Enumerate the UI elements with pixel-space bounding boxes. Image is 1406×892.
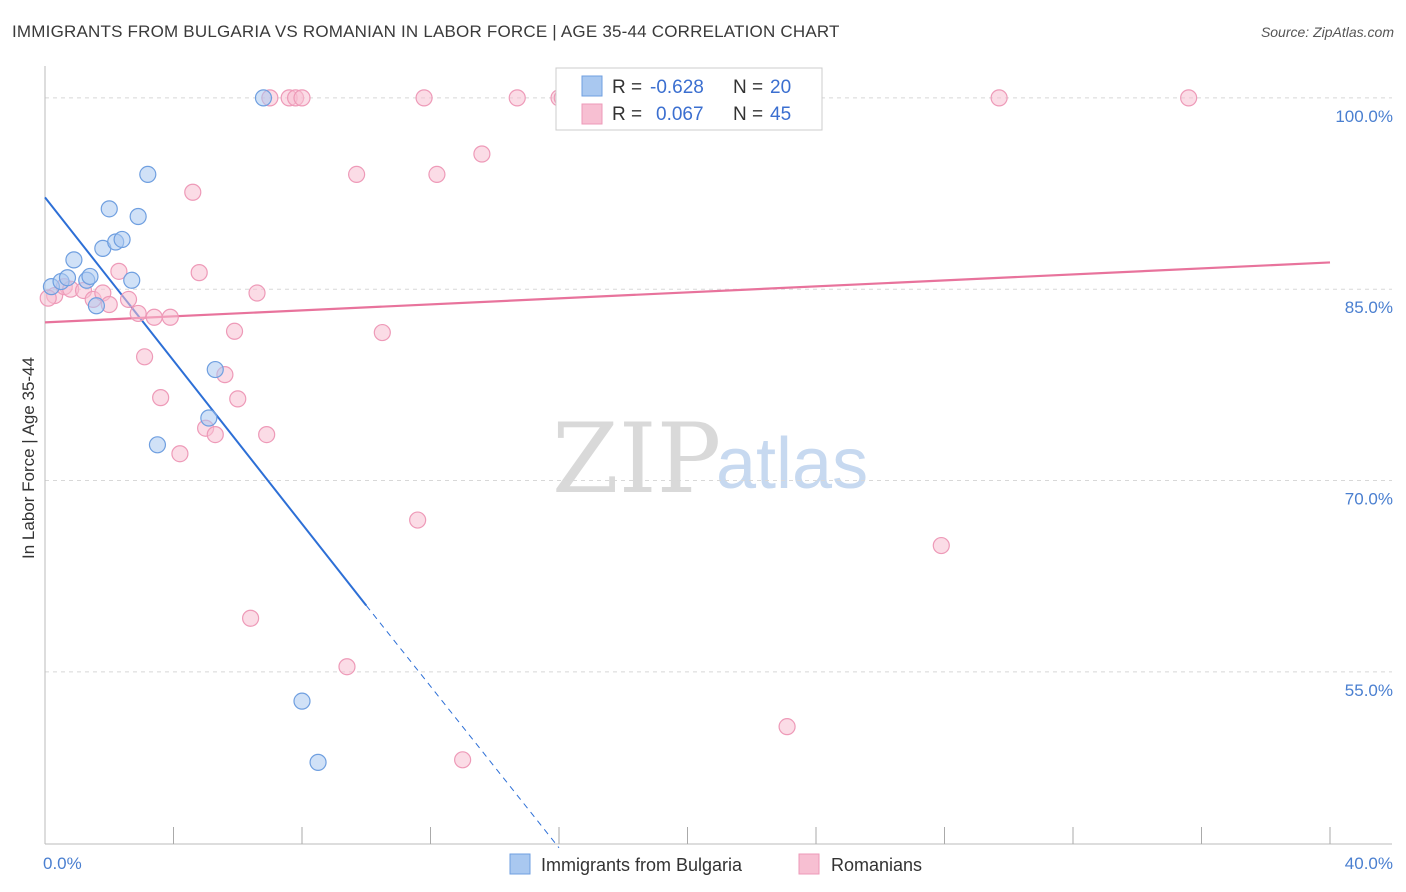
bottom-legend-swatch-bulgaria [509, 853, 531, 875]
point-romanians [373, 323, 391, 342]
point-romanians [129, 304, 147, 323]
y-tick-label: 70.0% [1345, 490, 1393, 509]
point-romanians [293, 89, 311, 107]
point-romanians [348, 165, 366, 184]
point-romanians [229, 390, 247, 408]
point-bulgaria [309, 753, 327, 771]
point-romanians [778, 718, 796, 736]
point-bulgaria [58, 269, 77, 287]
legend-r-value-2: 0.067 [656, 104, 704, 125]
chart-title: IMMIGRANTS FROM BULGARIA VS ROMANIAN IN … [12, 22, 840, 41]
point-bulgaria [200, 409, 218, 427]
point-romanians [248, 284, 266, 302]
point-romanians [409, 511, 427, 529]
bottom-legend-swatch-romanians [798, 853, 820, 875]
legend-n-value-2: 45 [770, 104, 791, 125]
y-tick-label: 55.0% [1345, 681, 1393, 700]
bottom-legend-label-romanians: Romanians [831, 855, 922, 875]
point-romanians [184, 183, 202, 201]
point-bulgaria [139, 165, 157, 184]
point-romanians [135, 348, 154, 366]
point-romanians [1180, 89, 1198, 107]
point-bulgaria [87, 297, 106, 315]
point-bulgaria [65, 251, 83, 269]
trend-layer [44, 196, 1331, 849]
y-axis-label: In Labor Force | Age 35-44 [19, 357, 38, 559]
point-romanians [990, 89, 1008, 107]
labels-layer: 100.0% 85.0% 70.0% 55.0% 0.0% 40.0% [43, 107, 1393, 873]
point-bulgaria [254, 89, 273, 107]
point-bulgaria [129, 207, 147, 226]
point-romanians [932, 536, 950, 555]
point-romanians [225, 322, 244, 340]
point-romanians [152, 389, 170, 407]
point-romanians [338, 658, 356, 676]
bottom-legend-label-bulgaria: Immigrants from Bulgaria [541, 855, 743, 875]
watermark-atlas: atlas [716, 424, 868, 504]
series-legend: Immigrants from Bulgaria Romanians [509, 853, 922, 875]
trendline-romanians [44, 261, 1331, 324]
point-romanians [454, 751, 472, 769]
point-romanians [171, 445, 189, 463]
point-bulgaria [148, 436, 167, 454]
point-romanians [258, 425, 276, 444]
point-romanians [415, 89, 433, 107]
point-romanians [206, 425, 224, 444]
legend-n-label-2: N = [733, 104, 763, 125]
point-romanians [161, 308, 179, 326]
legend-r-label-1: R = [612, 77, 642, 98]
watermark-zip: ZIP [552, 403, 721, 515]
point-romanians [428, 165, 446, 184]
point-romanians [110, 262, 128, 280]
point-romanians [473, 145, 491, 163]
point-bulgaria [81, 267, 99, 286]
y-tick-label: 100.0% [1335, 107, 1393, 126]
point-bulgaria [123, 271, 141, 289]
point-bulgaria [206, 360, 224, 379]
stats-legend: R = -0.628 N = 20 R = 0.067 N = 45 [555, 67, 823, 131]
legend-n-label-1: N = [733, 77, 763, 98]
point-bulgaria [113, 230, 131, 249]
x-tick-label: 0.0% [43, 854, 82, 873]
legend-r-label-2: R = [612, 104, 642, 125]
grid-layer [45, 97, 1392, 673]
legend-r-value-1: -0.628 [650, 77, 704, 98]
trendline-bulgaria [44, 196, 368, 607]
point-romanians [119, 290, 138, 308]
point-romanians [242, 609, 260, 627]
chart-source: Source: ZipAtlas.com [1260, 24, 1394, 40]
point-bulgaria [100, 200, 118, 218]
point-romanians [145, 308, 163, 326]
legend-n-value-1: 20 [770, 77, 791, 98]
point-romanians [508, 89, 526, 107]
point-romanians [190, 264, 208, 282]
trendline-bulgaria-extension [365, 605, 560, 849]
y-tick-label: 85.0% [1345, 298, 1393, 317]
legend-swatch-romanians [581, 103, 603, 125]
point-bulgaria [293, 692, 311, 710]
axes-layer [44, 66, 1392, 845]
legend-swatch-bulgaria [581, 75, 603, 97]
x-tick-label: 40.0% [1345, 854, 1393, 873]
